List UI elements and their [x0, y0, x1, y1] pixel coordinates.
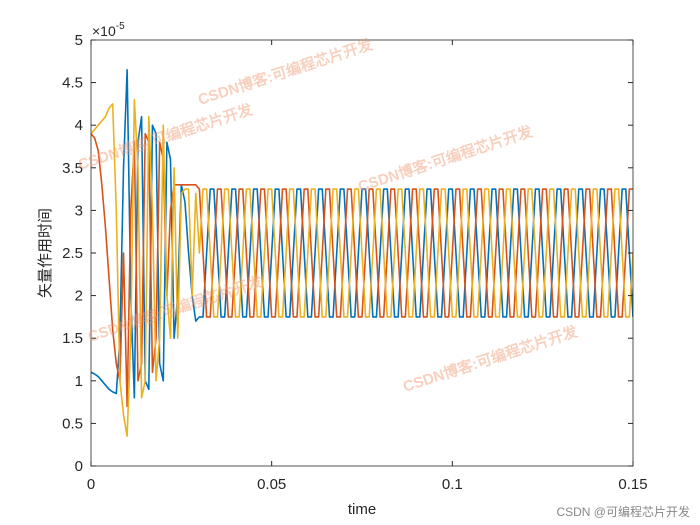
y-tick-label: 3.5: [62, 160, 83, 177]
x-tick-label: 0.1: [442, 476, 463, 493]
y-multiplier-exponent: -5: [116, 21, 125, 32]
y-tick-label: 4: [75, 117, 83, 134]
y-tick-label: 4.5: [62, 75, 83, 92]
y-multiplier-base: ×10: [92, 23, 116, 39]
y-tick-label: 2.5: [62, 245, 83, 262]
y-tick-label: 5: [75, 32, 83, 49]
x-tick-label: 0.15: [618, 476, 647, 493]
footer: CSDN @可编程芯片开发: [556, 504, 690, 519]
y-tick-label: 0: [75, 458, 83, 475]
y-axis-label: 矢量作用时间: [37, 208, 54, 298]
series-line: [91, 98, 633, 437]
y-multiplier: ×10-5: [92, 21, 125, 39]
y-tick-label: 1.5: [62, 330, 83, 347]
y-tick-label: 0.5: [62, 415, 83, 432]
y-tick-label: 3: [75, 202, 83, 219]
x-tick-label: 0.05: [257, 476, 286, 493]
y-tick-label: 2: [75, 288, 83, 305]
x-axis-label: time: [348, 501, 376, 518]
y-tick-label: 1: [75, 373, 83, 390]
series-line: [91, 132, 633, 408]
x-tick-label: 0: [87, 476, 95, 493]
